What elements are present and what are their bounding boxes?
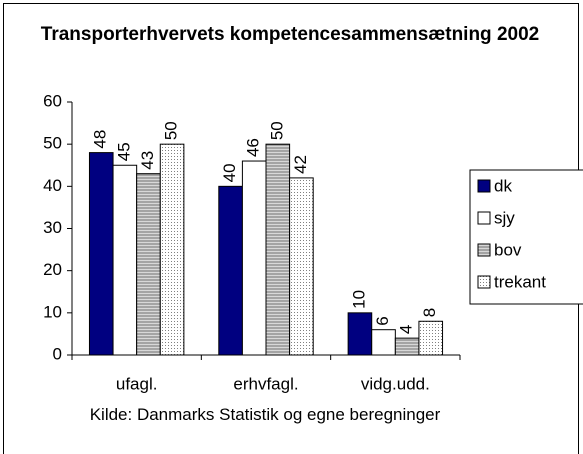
data-label: 50 xyxy=(162,121,181,140)
x-tick-label: erhvfagl. xyxy=(233,374,298,393)
bar xyxy=(418,320,444,356)
bar xyxy=(289,177,314,356)
bar xyxy=(241,160,267,356)
legend-label: dk xyxy=(494,176,512,195)
legend-label: bov xyxy=(494,240,522,259)
bar xyxy=(265,143,291,356)
data-label: 43 xyxy=(138,151,157,170)
bar xyxy=(347,312,373,356)
legend-swatch xyxy=(477,275,491,289)
data-label: 4 xyxy=(397,325,416,334)
chart-title: Transporterhvervets kompetencesammensætn… xyxy=(40,24,540,45)
bar xyxy=(136,173,161,356)
bar xyxy=(159,143,185,356)
x-axis-label: Kilde: Danmarks Statistik og egne beregn… xyxy=(89,405,441,424)
data-label: 8 xyxy=(420,308,439,317)
y-tick-label: 10 xyxy=(43,302,62,321)
x-tick-label: ufagl. xyxy=(116,374,158,393)
data-label: 10 xyxy=(349,290,368,309)
y-tick-label: 30 xyxy=(43,218,62,237)
bar xyxy=(112,164,138,356)
data-label: 48 xyxy=(91,130,110,149)
y-tick-label: 60 xyxy=(43,91,62,110)
data-label: 45 xyxy=(114,142,133,161)
chart-title-box: Transporterhvervets kompetencesammensætn… xyxy=(40,24,540,45)
data-label: 50 xyxy=(267,121,286,140)
bar xyxy=(218,185,243,356)
data-label: 6 xyxy=(373,316,392,325)
bar xyxy=(88,152,114,356)
y-tick-label: 20 xyxy=(43,260,62,279)
data-label: 46 xyxy=(244,138,263,157)
bar xyxy=(394,337,420,356)
legend-swatch xyxy=(477,179,491,193)
data-label: 40 xyxy=(220,163,239,182)
y-tick-label: 0 xyxy=(53,344,62,363)
data-label: 42 xyxy=(291,155,310,174)
y-tick-label: 50 xyxy=(43,134,62,153)
legend-label: sjy xyxy=(494,208,515,227)
x-tick-label: vidg.udd. xyxy=(361,374,430,393)
legend-swatch xyxy=(477,243,491,257)
bar xyxy=(371,329,396,356)
x-label-box: Kilde: Danmarks Statistik og egne beregn… xyxy=(89,405,441,424)
legend-label: trekant xyxy=(494,272,546,291)
y-tick-label: 40 xyxy=(43,176,62,195)
legend-swatch xyxy=(477,211,491,225)
